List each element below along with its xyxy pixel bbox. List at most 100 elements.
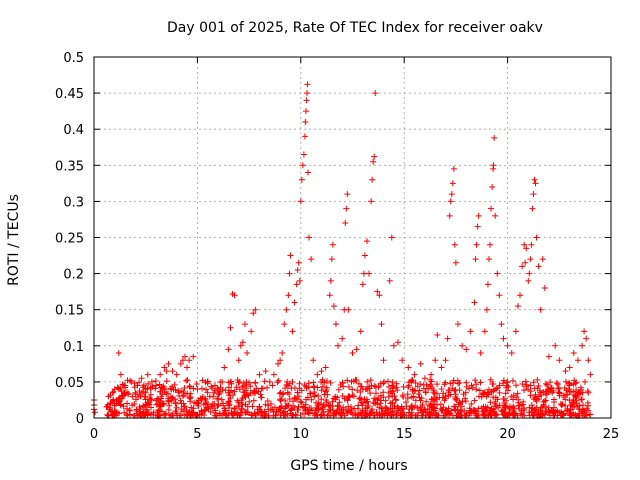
- data-point: [408, 403, 415, 410]
- data-point: [519, 401, 526, 408]
- data-point: [258, 409, 265, 416]
- data-point: [111, 412, 118, 419]
- data-point: [353, 346, 360, 353]
- data-point: [239, 401, 246, 408]
- data-point: [537, 306, 544, 313]
- data-point: [389, 400, 396, 407]
- data-point: [142, 386, 149, 393]
- data-point: [442, 357, 449, 364]
- data-point: [303, 97, 310, 104]
- data-point: [314, 402, 321, 409]
- data-point: [348, 378, 355, 385]
- data-point: [537, 389, 544, 396]
- data-point: [508, 350, 515, 357]
- data-point: [556, 389, 563, 396]
- data-point: [503, 384, 510, 391]
- data-point: [177, 397, 184, 404]
- data-point: [340, 407, 347, 414]
- data-point: [431, 398, 438, 405]
- data-point: [199, 377, 206, 384]
- data-point: [284, 402, 291, 409]
- data-point: [487, 399, 494, 406]
- data-point: [359, 281, 366, 288]
- data-point: [284, 378, 291, 385]
- data-point: [571, 377, 578, 384]
- data-point: [213, 412, 220, 419]
- data-point: [517, 292, 524, 299]
- data-point: [501, 395, 508, 402]
- data-point: [103, 403, 110, 410]
- data-point: [215, 391, 222, 398]
- data-point: [243, 379, 250, 386]
- data-point: [327, 277, 334, 284]
- data-point: [496, 389, 503, 396]
- data-point: [467, 407, 474, 414]
- data-point: [208, 383, 215, 390]
- data-point: [161, 385, 168, 392]
- data-point: [405, 364, 412, 371]
- data-point: [231, 388, 238, 395]
- data-point: [282, 397, 289, 404]
- y-tick-label: 0.4: [63, 123, 84, 138]
- data-point: [277, 404, 284, 411]
- data-point: [183, 377, 190, 384]
- data-point: [344, 191, 351, 198]
- data-point: [267, 400, 274, 407]
- data-point: [340, 383, 347, 390]
- data-point: [509, 377, 516, 384]
- data-point: [153, 397, 160, 404]
- data-point: [552, 342, 559, 349]
- data-point: [434, 331, 441, 338]
- data-point: [417, 381, 424, 388]
- data-point: [550, 396, 557, 403]
- data-point: [335, 403, 342, 410]
- data-point: [301, 133, 308, 140]
- data-point: [578, 396, 585, 403]
- data-point: [171, 381, 178, 388]
- data-point: [467, 328, 474, 335]
- data-point: [335, 342, 342, 349]
- data-point: [248, 412, 255, 419]
- data-point: [181, 411, 188, 418]
- data-point: [278, 396, 285, 403]
- data-point: [318, 368, 325, 375]
- data-point: [527, 382, 534, 389]
- data-point: [466, 385, 473, 392]
- data-point: [456, 387, 463, 394]
- data-point: [372, 396, 379, 403]
- data-point: [438, 385, 445, 392]
- data-point: [450, 379, 457, 386]
- data-point: [250, 310, 257, 317]
- data-point: [297, 198, 304, 205]
- data-point: [566, 380, 573, 387]
- data-point: [535, 382, 542, 389]
- data-point: [305, 169, 312, 176]
- data-point: [179, 357, 186, 364]
- data-point: [463, 379, 470, 386]
- data-point: [430, 389, 437, 396]
- data-point: [139, 410, 146, 417]
- data-point: [370, 158, 377, 165]
- data-points: [91, 81, 594, 419]
- data-point: [408, 409, 415, 416]
- chart-title: Day 001 of 2025, Rate Of TEC Index for r…: [167, 20, 543, 36]
- data-point: [104, 411, 111, 418]
- data-point: [123, 411, 130, 418]
- data-point: [356, 395, 363, 402]
- data-point: [206, 393, 213, 400]
- data-point: [364, 404, 371, 411]
- data-point: [477, 379, 484, 386]
- data-point: [434, 381, 441, 388]
- data-point: [156, 412, 163, 419]
- data-point: [587, 411, 594, 418]
- data-point: [298, 399, 305, 406]
- data-point: [180, 388, 187, 395]
- data-point: [287, 407, 294, 414]
- data-point: [526, 409, 533, 416]
- data-point: [415, 409, 422, 416]
- data-point: [147, 391, 154, 398]
- data-point: [246, 398, 253, 405]
- data-point: [428, 403, 435, 410]
- data-point: [289, 328, 296, 335]
- data-point: [281, 405, 288, 412]
